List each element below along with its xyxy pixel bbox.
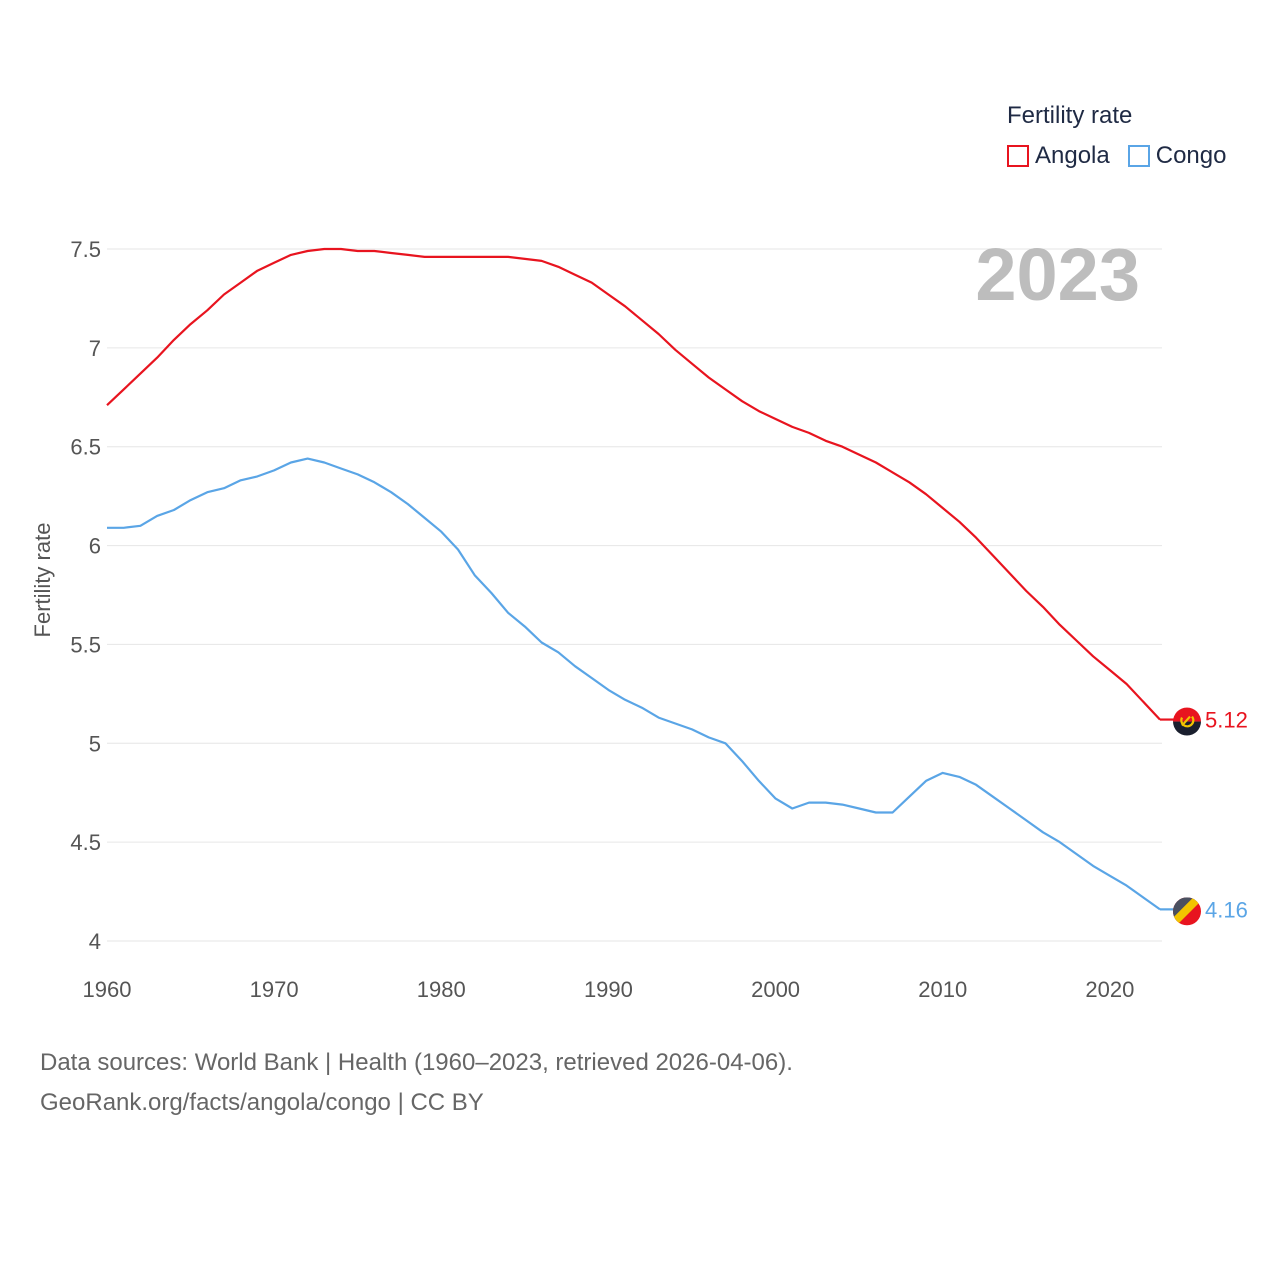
x-tick-1970: 1970 xyxy=(250,977,299,1002)
end-markers: 5.12 4.16 xyxy=(1160,707,1248,926)
y-tick-5.5: 5.5 xyxy=(70,632,101,657)
legend-swatch-congo xyxy=(1127,145,1150,167)
series-line-angola xyxy=(106,247,1161,721)
legend: Fertility rate Angola Congo xyxy=(1007,100,1244,170)
x-tick-1980: 1980 xyxy=(417,977,466,1002)
footer-link[interactable]: GeoRank.org/facts/angola/congo | CC BY xyxy=(40,1089,484,1116)
legend-item-angola[interactable]: Angola xyxy=(1007,142,1110,170)
end-label-angola: 5.12 xyxy=(1205,708,1248,733)
legend-swatch-angola xyxy=(1007,145,1029,167)
y-tick-7: 7 xyxy=(89,336,101,361)
series-line-congo xyxy=(107,457,1161,911)
y-tick-6: 6 xyxy=(89,534,101,559)
x-tick-2000: 2000 xyxy=(751,977,800,1002)
legend-label-congo: Congo xyxy=(1155,142,1227,169)
end-label-congo: 4.16 xyxy=(1205,897,1248,922)
legend-title: Fertility rate xyxy=(1007,102,1133,129)
y-tick-5: 5 xyxy=(89,731,101,756)
x-tick-2020: 2020 xyxy=(1085,977,1134,1002)
grid-lines xyxy=(107,248,1162,942)
footer: Data sources: World Bank | Health (1960–… xyxy=(40,1043,793,1123)
legend-label-angola: Angola xyxy=(1035,142,1110,169)
x-tick-1960: 1960 xyxy=(83,977,132,1002)
year-badge: 2023 xyxy=(975,233,1140,316)
x-tick-2010: 2010 xyxy=(918,977,967,1002)
x-tick-labels: 1960 1970 1980 1990 2000 2010 2020 xyxy=(83,977,1135,1002)
footer-sources: Data sources: World Bank | Health (1960–… xyxy=(40,1049,793,1076)
legend-item-congo[interactable]: Congo xyxy=(1127,142,1227,170)
y-tick-4.5: 4.5 xyxy=(70,830,101,855)
angola-flag-icon xyxy=(1173,707,1201,736)
y-tick-6.5: 6.5 xyxy=(70,435,101,460)
y-tick-labels: 4 4.5 5 5.5 6 6.5 7 7.5 xyxy=(70,237,101,954)
y-tick-7.5: 7.5 xyxy=(70,237,101,262)
series-lines xyxy=(106,247,1161,911)
legend-items: Angola Congo xyxy=(1007,142,1244,170)
y-tick-4: 4 xyxy=(89,929,101,954)
x-tick-1990: 1990 xyxy=(584,977,633,1002)
congo-flag-icon xyxy=(1173,897,1201,926)
y-axis-label: Fertility rate xyxy=(30,523,55,638)
